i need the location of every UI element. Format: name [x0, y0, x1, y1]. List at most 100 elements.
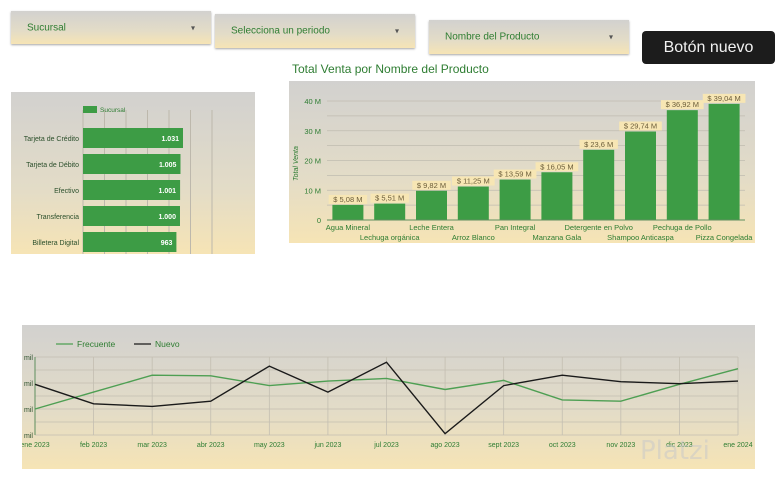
bar-value-label: $ 36,92 M — [666, 100, 699, 109]
nuevo-button[interactable]: Botón nuevo — [642, 31, 775, 64]
bar-value-label: $ 11,25 M — [457, 177, 490, 186]
bar — [666, 110, 698, 220]
x-tick-label: Leche Entera — [409, 223, 454, 232]
y-axis-label: Total Venta — [293, 146, 300, 181]
x-tick-label: ago 2023 — [430, 442, 459, 449]
producto-dropdown[interactable]: Nombre del Producto ▾ — [429, 20, 629, 54]
y-tick-label: 20 M — [304, 157, 321, 166]
bar — [83, 180, 181, 200]
chevron-down-icon: ▾ — [608, 32, 613, 42]
bar-value-label-bg — [412, 180, 451, 190]
bar-value-label-bg — [619, 121, 662, 131]
bar-value-label: $ 23,6 M — [584, 140, 613, 149]
x-tick-label: jul 2023 — [373, 442, 399, 449]
bar-chart-title: Total Venta por Nombre del Producto — [292, 62, 489, 76]
bar-value-label: 963 — [161, 240, 173, 247]
sucursal-bar-chart: Sucursal 1.031 Tarjeta de Crédito 1.005 Tarj… — [11, 92, 255, 254]
y-tick-label: 120 mil — [22, 355, 33, 362]
bar — [332, 204, 364, 220]
x-tick-label: may 2023 — [254, 442, 285, 449]
bar — [583, 149, 615, 220]
bar-value-label: 1.005 — [159, 162, 177, 169]
category-label: Tarjeta de Débito — [26, 162, 79, 169]
legend-label: Nuevo — [155, 339, 180, 349]
bar-value-label: 1.001 — [159, 188, 177, 195]
bar-value-label: $ 13,59 M — [498, 170, 531, 179]
x-tick-label: Shampoo Anticaspa — [607, 233, 675, 242]
bar-value-label: $ 29,74 M — [624, 122, 657, 131]
bar-value-label: $ 5,51 M — [375, 194, 404, 203]
bar-value-label: 1.031 — [161, 136, 179, 143]
periodo-dropdown-label: Selecciona un periodo — [231, 25, 330, 37]
series-line-nuevo — [34, 361, 739, 435]
bar — [83, 154, 181, 174]
y-tick-label: 80 mil — [22, 407, 33, 414]
x-tick-label: Manzana Gala — [533, 233, 583, 242]
producto-dropdown-label: Nombre del Producto — [445, 31, 540, 43]
x-tick-label: oct 2023 — [549, 442, 576, 449]
bar-value-label-bg — [451, 176, 495, 186]
bar-value-label-bg — [493, 169, 537, 179]
bar-value-label-bg — [579, 139, 618, 149]
series-line-frecuente — [34, 368, 739, 410]
x-tick-label: feb 2023 — [80, 442, 107, 449]
x-tick-label: ene 2024 — [723, 442, 752, 449]
y-tick-label: 100 mil — [22, 381, 33, 388]
x-tick-label: Arroz Blanco — [452, 233, 495, 242]
platzi-watermark: Platzi — [640, 436, 710, 466]
bar — [83, 128, 183, 148]
x-tick-label: Pan Integral — [495, 223, 536, 232]
x-tick-label: Pizza Congelada — [696, 233, 754, 242]
x-tick-label: jun 2023 — [313, 442, 341, 449]
bar-value-label: $ 5,08 M — [333, 195, 362, 204]
x-tick-label: dic 2023 — [666, 442, 693, 449]
chevron-down-icon: ▾ — [394, 26, 399, 36]
bar-value-label: 1.000 — [158, 214, 176, 221]
y-tick-label: 0 — [317, 216, 321, 225]
bar — [708, 103, 740, 220]
y-tick-label: 10 M — [304, 186, 321, 195]
y-tick-label: 40 M — [304, 97, 321, 106]
x-tick-label: mar 2023 — [137, 442, 167, 449]
category-label: Transferencia — [36, 214, 79, 221]
product-bar-chart: 0 10 M 20 M 30 M 40 M Total Venta $ 5,08 M Agua… — [289, 81, 755, 243]
category-label: Tarjeta de Crédito — [24, 136, 79, 143]
bar-value-label-bg — [535, 162, 579, 172]
sucursal-dropdown[interactable]: Sucursal ▾ — [11, 11, 211, 44]
bar — [416, 190, 447, 220]
x-tick-label: Agua Mineral — [326, 223, 371, 232]
bar — [625, 131, 656, 220]
product-bar-chart-svg: 0 10 M 20 M 30 M 40 M Total Venta $ 5,08 M Agua… — [293, 93, 754, 242]
customer-line-chart-svg: Frecuente Nuevo ene 2023 feb 2023 mar 2023 ab… — [10, 339, 752, 449]
periodo-dropdown[interactable]: Selecciona un periodo ▾ — [215, 14, 415, 48]
bar-value-label-bg — [370, 193, 409, 203]
x-tick-label: Detergente en Polvo — [565, 223, 633, 232]
bar — [83, 232, 177, 252]
y-tick-label: 60 mil — [22, 433, 33, 440]
chevron-down-icon: ▾ — [190, 23, 195, 32]
bar — [457, 186, 489, 220]
bar — [374, 203, 406, 220]
bar — [499, 179, 531, 220]
x-tick-label: sept 2023 — [488, 442, 519, 449]
bar-value-label-bg — [702, 93, 746, 103]
bar-value-label-bg — [660, 100, 704, 110]
legend-label: Frecuente — [77, 339, 116, 349]
x-tick-label: ene 2023 — [22, 442, 50, 449]
legend-label: Sucursal — [100, 107, 126, 114]
x-tick-label: Lechuga orgánica — [360, 233, 420, 242]
bar-value-label: $ 39,04 M — [707, 94, 740, 103]
x-tick-label: nov 2023 — [606, 442, 635, 449]
x-tick-label: Pechuga de Pollo — [653, 223, 712, 232]
bar — [83, 206, 180, 226]
customer-line-chart: Frecuente Nuevo ene 2023 feb 2023 mar 2023 ab… — [10, 325, 755, 469]
sucursal-bar-chart-svg: Sucursal 1.031 Tarjeta de Crédito 1.005 Tarj… — [24, 106, 213, 254]
bar-value-label: $ 9,82 M — [417, 181, 446, 190]
bar-value-label: $ 16,05 M — [540, 162, 573, 171]
sucursal-dropdown-label: Sucursal — [27, 22, 66, 33]
legend-swatch — [83, 106, 97, 113]
y-tick-label: 30 M — [304, 127, 321, 136]
x-tick-label: abr 2023 — [197, 442, 225, 449]
bar — [541, 172, 573, 220]
bar-value-label-bg — [328, 194, 368, 204]
